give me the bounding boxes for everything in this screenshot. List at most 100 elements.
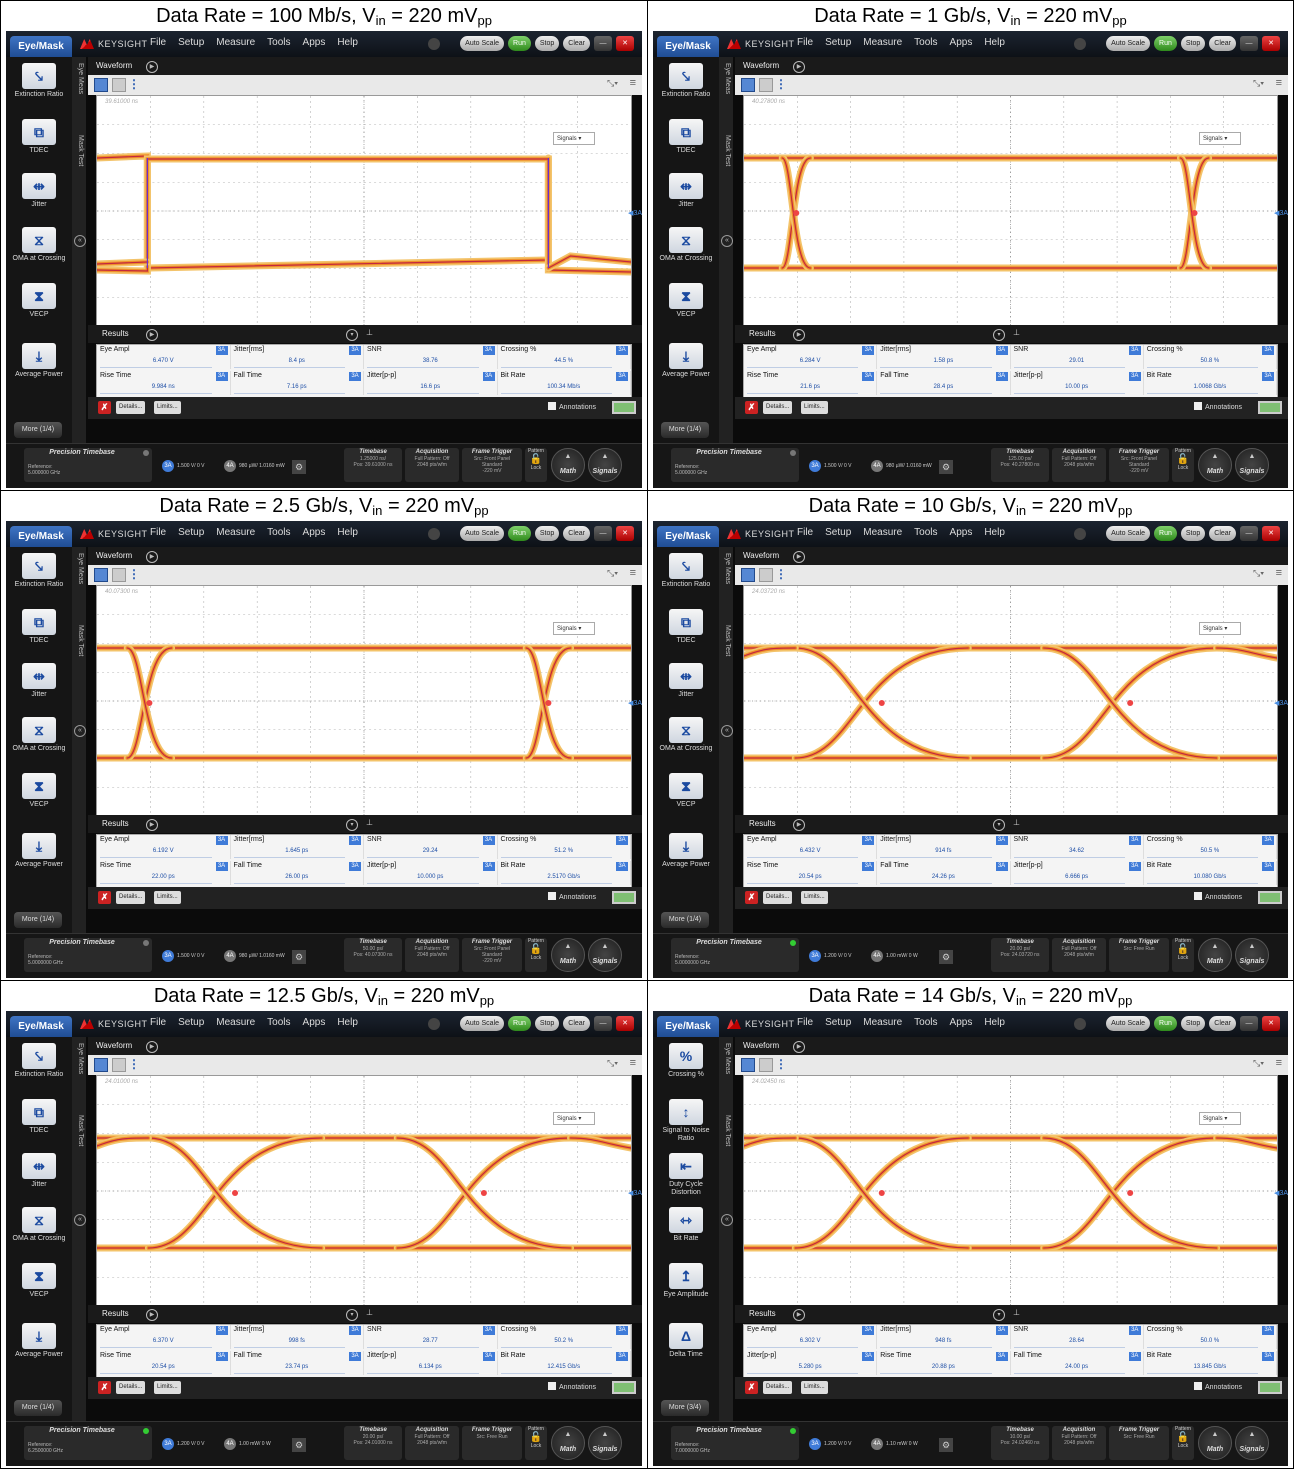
annotations-color-chip[interactable] (612, 1381, 636, 1394)
measurement-tile[interactable]: ⧗ VECP (12, 1263, 66, 1299)
eye-mask-tab[interactable]: Eye/Mask (10, 1016, 72, 1038)
details-button[interactable]: Details... (763, 1381, 793, 1394)
channel-4-scale[interactable]: 4A 980 µW/ 1.0160 mW (871, 460, 932, 472)
eye-meas-tab[interactable]: Eye Meas (77, 1043, 84, 1075)
collapse-icon[interactable]: « (721, 1214, 733, 1227)
precision-timebase-box[interactable]: Precision Timebase Reference: 5.0000000 GH… (24, 938, 152, 972)
pattern-lock-box[interactable]: Pattern 🔓 Lock (525, 448, 547, 482)
auto-scale-button[interactable]: Auto Scale (460, 1016, 505, 1031)
menu-item[interactable]: Help (984, 527, 1005, 538)
details-button[interactable]: Details... (763, 401, 793, 414)
single-view-icon[interactable] (741, 568, 755, 582)
measurement-cell[interactable]: Rise Time 9.984 ns 3A (97, 371, 231, 395)
mask-test-tab[interactable]: Mask Test (724, 1115, 731, 1147)
menu-item[interactable]: Tools (914, 37, 938, 48)
pin-icon[interactable]: ⊥ (366, 1308, 373, 1317)
measurement-cell[interactable]: Jitter[rms] 1.645 ps 3A (231, 835, 364, 859)
signals-button[interactable]: Signals (1235, 448, 1269, 482)
auto-scale-button[interactable]: Auto Scale (1106, 36, 1151, 51)
measurement-cell[interactable]: Eye Ampl 6.470 V 3A (97, 345, 231, 369)
measurement-tile[interactable]: ⧗ VECP (659, 773, 713, 809)
more-options-icon[interactable]: ⋮ (128, 567, 140, 581)
timebase-box[interactable]: Timebase 20.00 ps/Pos: 24.03720 ns (991, 938, 1049, 972)
menu-item[interactable]: Setup (178, 1017, 205, 1028)
menu-item[interactable]: Tools (267, 527, 291, 538)
channel-4-scale[interactable]: 4A 1.00 mW/ 0 W (871, 950, 918, 962)
measurement-tile[interactable]: ⤓ Average Power (12, 833, 66, 869)
measurement-cell[interactable]: Jitter[p-p] 10.000 ps 3A (364, 861, 498, 885)
menu-item[interactable]: Apps (302, 1017, 326, 1028)
details-button[interactable]: Details... (116, 891, 146, 904)
timebase-box[interactable]: Timebase 50.00 ps/Pos: 40.07300 ns (344, 938, 402, 972)
math-button[interactable]: Math (1198, 1426, 1232, 1460)
menu-item[interactable]: Measure (863, 527, 903, 538)
limits-button[interactable]: Limits... (801, 1381, 828, 1394)
single-view-icon[interactable] (94, 568, 108, 582)
measurement-cell[interactable]: Fall Time 26.00 ps 3A (231, 861, 364, 885)
annotations-checkbox[interactable] (548, 892, 557, 900)
expand-icon[interactable]: ▶ (793, 819, 805, 831)
measurement-tile[interactable]: ⇿ Bit Rate (659, 1207, 713, 1243)
eye-meas-tab[interactable]: Eye Meas (724, 1043, 731, 1075)
measurement-tile[interactable]: ⤓ Average Power (12, 1323, 66, 1359)
expand-icon[interactable]: ▶ (146, 1041, 158, 1053)
channel-3-scale[interactable]: 3A 1.500 V/ 0 V (162, 950, 205, 962)
measurement-tile[interactable]: ⤥ Extinction Ratio (12, 1043, 66, 1079)
menu-item[interactable]: File (797, 527, 814, 538)
collapse-icon[interactable]: « (721, 235, 733, 248)
more-button[interactable]: More (1/4) (14, 422, 62, 438)
details-button[interactable]: Details... (763, 891, 793, 904)
measurement-cell[interactable]: Rise Time 20.88 ps 3A (877, 1351, 1011, 1375)
minimize-icon[interactable]: — (1240, 36, 1258, 51)
menu-item[interactable]: Help (337, 1017, 358, 1028)
measurement-tile[interactable]: ⤓ Average Power (659, 343, 713, 379)
menu-item[interactable]: Measure (216, 1017, 256, 1028)
signals-button[interactable]: Signals (1235, 938, 1269, 972)
details-button[interactable]: Details... (116, 1381, 146, 1394)
measurement-tile[interactable]: ⤥ Extinction Ratio (659, 63, 713, 99)
measurement-cell[interactable]: Jitter[p-p] 10.00 ps 3A (1011, 371, 1144, 395)
split-view-icon[interactable] (759, 78, 773, 92)
expand-icon[interactable]: ▶ (146, 1309, 158, 1321)
annotations-color-chip[interactable] (612, 401, 636, 414)
minimize-icon[interactable]: — (594, 36, 612, 51)
menu-item[interactable]: Measure (863, 37, 903, 48)
expand-icon[interactable]: ▶ (793, 1041, 805, 1053)
measurement-cell[interactable]: Jitter[rms] 998 fs 3A (231, 1325, 364, 1349)
acquisition-box[interactable]: Acquisition Full Pattern: Off 2048 pts/wfm (405, 1426, 459, 1460)
eye-mask-tab[interactable]: Eye/Mask (10, 36, 72, 58)
more-button[interactable]: More (3/4) (661, 1400, 709, 1416)
more-options-icon[interactable]: ⋮ (775, 1057, 787, 1071)
measurement-tile[interactable]: ⤥ Extinction Ratio (12, 553, 66, 589)
menu-icon[interactable]: ≡ (1275, 1057, 1282, 1069)
clear-measurements-icon[interactable]: ✗ (98, 891, 111, 904)
measurement-cell[interactable]: Bit Rate 2.5170 Gb/s 3A (498, 861, 631, 885)
pin-icon[interactable]: ⊥ (1013, 328, 1020, 337)
eye-mask-tab[interactable]: Eye/Mask (657, 36, 719, 58)
record-icon[interactable] (1074, 527, 1087, 540)
limits-button[interactable]: Limits... (801, 401, 828, 414)
gear-icon[interactable]: ⚙ (939, 460, 953, 474)
menu-item[interactable]: Apps (949, 527, 973, 538)
measurement-cell[interactable]: Jitter[p-p] 6.134 ps 3A (364, 1351, 498, 1375)
channel-3-scale[interactable]: 3A 1.500 V/ 0 V (809, 460, 852, 472)
gear-icon[interactable]: ⚙ (292, 950, 306, 964)
menu-icon[interactable]: ≡ (1275, 567, 1282, 579)
measurement-cell[interactable]: Bit Rate 1.0068 Gb/s 3A (1144, 371, 1277, 395)
gear-icon[interactable]: ⚙ (939, 1438, 953, 1452)
measurement-cell[interactable]: Rise Time 21.6 ps 3A (744, 371, 878, 395)
expand-icon[interactable]: ▶ (146, 329, 158, 341)
math-button[interactable]: Math (551, 938, 585, 972)
menu-item[interactable]: Setup (825, 1017, 852, 1028)
run-button[interactable]: Run (1154, 36, 1177, 51)
menu-item[interactable]: Help (337, 37, 358, 48)
menu-item[interactable]: Help (984, 1017, 1005, 1028)
menu-icon[interactable]: ≡ (1275, 77, 1282, 89)
clear-button[interactable]: Clear (563, 1016, 590, 1031)
run-button[interactable]: Run (508, 36, 531, 51)
timebase-box[interactable]: Timebase 1.25000 ns/Pos: 39.61000 ns (344, 448, 402, 482)
collapse-results-icon[interactable]: ▾ (346, 329, 358, 341)
more-button[interactable]: More (1/4) (661, 912, 709, 928)
annotations-toggle[interactable]: Annotations (548, 1382, 596, 1391)
annotations-checkbox[interactable] (548, 1382, 557, 1390)
